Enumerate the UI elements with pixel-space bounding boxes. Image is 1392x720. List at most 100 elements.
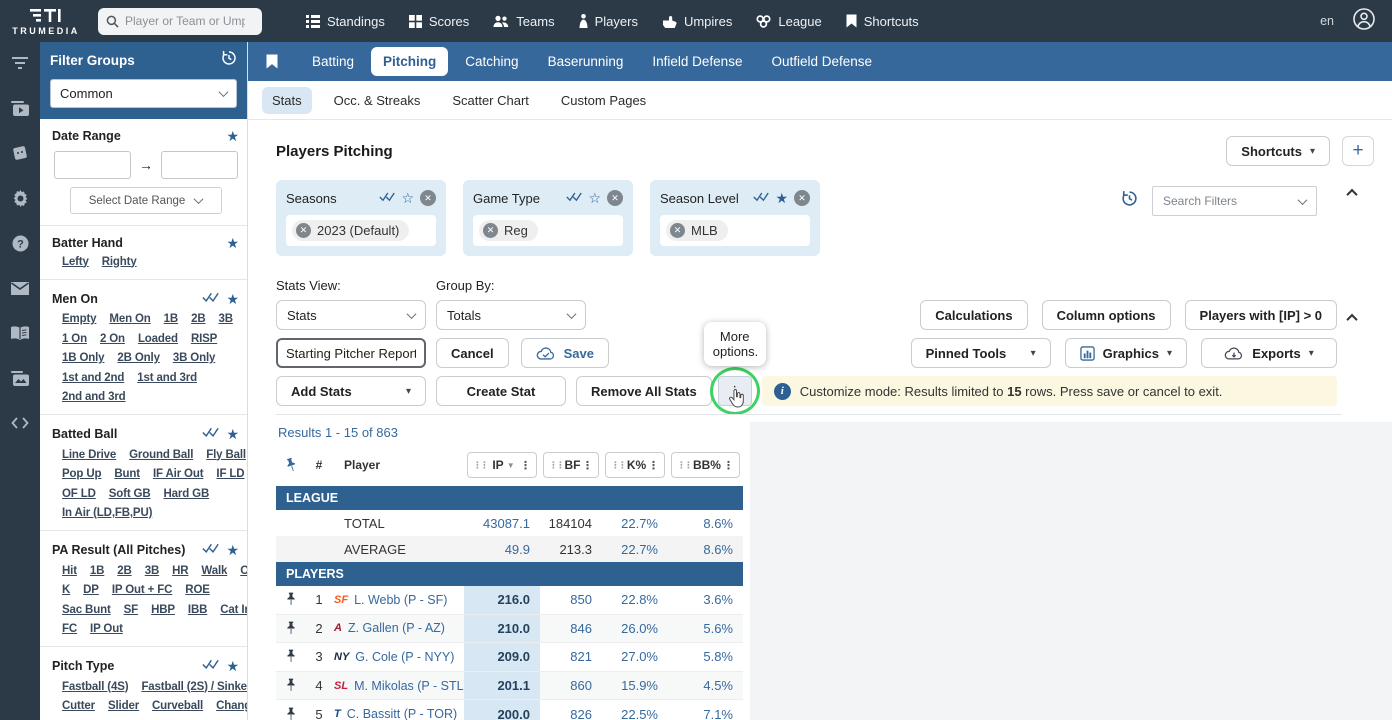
stat-bf[interactable]: 846 xyxy=(570,620,592,636)
mail-icon[interactable] xyxy=(11,279,29,297)
filter-link[interactable]: Loaded xyxy=(137,332,178,345)
nav-players[interactable]: Players xyxy=(579,14,638,29)
history-icon[interactable] xyxy=(221,50,237,71)
filter-link[interactable]: 2B xyxy=(117,564,132,577)
filter-link[interactable]: Hit xyxy=(62,564,77,577)
tab-catching[interactable]: Catching xyxy=(465,54,519,69)
pinned-tools-button[interactable]: Pinned Tools ▾ xyxy=(910,338,1051,368)
stat-bbpct[interactable]: 8.6% xyxy=(703,541,733,557)
stat-ip[interactable]: 200.0 xyxy=(464,700,540,720)
filter-link[interactable]: 3B xyxy=(218,313,233,325)
star-icon[interactable]: ★ xyxy=(226,290,239,307)
remove-all-stats-button[interactable]: Remove All Stats xyxy=(576,376,712,406)
filter-link[interactable]: Hard GB xyxy=(163,487,210,500)
stat-bbpct[interactable]: 8.6% xyxy=(703,515,733,531)
book-icon[interactable] xyxy=(11,324,29,342)
player-link[interactable]: G. Cole (P - NYY) xyxy=(355,649,455,664)
trumedia-logo[interactable]: TRUMEDIA xyxy=(0,0,92,42)
filter-link[interactable]: RISP xyxy=(190,332,218,345)
tab-batting[interactable]: Batting xyxy=(312,54,355,69)
filter-link[interactable]: Ground Ball xyxy=(129,448,194,461)
shortcuts-button[interactable]: Shortcuts ▾ xyxy=(1226,136,1330,166)
code-icon[interactable] xyxy=(11,414,29,432)
stat-bbpct[interactable]: 5.6% xyxy=(703,620,733,636)
column-header-bf[interactable]: ⋮⋮ BF ⋮ xyxy=(543,452,599,478)
filter-link[interactable]: DP xyxy=(83,584,99,596)
filter-link[interactable]: 3B Only xyxy=(172,352,216,364)
filter-link[interactable]: Fastball (4S) xyxy=(62,680,129,693)
double-check-icon[interactable] xyxy=(202,541,220,559)
filter-link[interactable]: IP Out + FC xyxy=(111,584,173,596)
pin-icon[interactable] xyxy=(276,592,306,607)
filter-link[interactable]: HR xyxy=(172,564,189,577)
tab-pitching[interactable]: Pitching xyxy=(371,47,449,76)
bookmark-icon[interactable] xyxy=(266,54,278,69)
filter-link[interactable]: 1 On xyxy=(62,332,87,345)
filter-value-pill[interactable]: ✕ 2023 (Default) xyxy=(292,220,410,241)
stat-kpct[interactable]: 22.5% xyxy=(621,706,658,720)
gear-icon[interactable] xyxy=(11,189,29,207)
filter-link[interactable]: In Air (LD,FB,PU) xyxy=(62,507,153,519)
help-icon[interactable]: ? xyxy=(11,234,29,252)
group-by-select[interactable]: Totals xyxy=(436,300,586,330)
filter-link[interactable]: Out xyxy=(240,563,247,579)
stat-bf[interactable]: 860 xyxy=(570,678,592,694)
filter-link[interactable]: 2B xyxy=(191,313,206,325)
column-menu-icon[interactable]: ⋮ xyxy=(582,459,593,472)
filter-link[interactable]: K xyxy=(62,584,71,596)
filter-link[interactable]: IF LD xyxy=(216,468,245,480)
filter-link[interactable]: 1B xyxy=(163,313,179,325)
star-outline-icon[interactable]: ☆ xyxy=(401,190,414,206)
stat-ip[interactable]: 209.0 xyxy=(464,643,540,671)
pin-column-icon[interactable] xyxy=(276,457,306,473)
filter-link[interactable]: IBB xyxy=(187,603,208,616)
column-menu-icon[interactable]: ⋮ xyxy=(647,459,659,472)
filter-icon[interactable] xyxy=(11,54,29,72)
player-link[interactable]: C. Bassitt (P - TOR) xyxy=(346,707,458,720)
filter-link[interactable]: Fly Ball xyxy=(206,448,246,461)
more-options-button[interactable]: ⋮ xyxy=(717,376,752,406)
drag-handle-icon[interactable]: ⋮⋮ xyxy=(611,459,627,470)
add-stats-button[interactable]: Add Stats ▾ xyxy=(276,376,426,406)
stat-bbpct[interactable]: 4.5% xyxy=(703,678,733,694)
player-link[interactable]: Z. Gallen (P - AZ) xyxy=(347,621,445,636)
stat-kpct[interactable]: 22.7% xyxy=(621,541,658,557)
drag-handle-icon[interactable]: ⋮⋮ xyxy=(473,459,489,470)
stats-view-select[interactable]: Stats xyxy=(276,300,426,330)
double-check-icon[interactable] xyxy=(202,657,220,675)
pin-icon[interactable] xyxy=(276,649,306,664)
filter-link[interactable]: 2 On xyxy=(99,332,125,345)
star-icon[interactable]: ★ xyxy=(226,542,239,558)
filter-link[interactable]: FC xyxy=(62,623,78,635)
stat-bf[interactable]: 826 xyxy=(570,706,592,720)
player-link[interactable]: M. Mikolas (P - STL) xyxy=(354,678,464,693)
subtab-scatter-chart[interactable]: Scatter Chart xyxy=(452,92,529,108)
remove-filter-icon[interactable]: ✕ xyxy=(794,190,810,206)
calculations-button[interactable]: Calculations xyxy=(920,300,1028,330)
exports-button[interactable]: Exports ▾ xyxy=(1201,338,1337,368)
column-menu-icon[interactable]: ⋮ xyxy=(519,459,531,472)
filter-link[interactable]: Slider xyxy=(107,700,140,712)
filter-link[interactable]: Walk xyxy=(201,564,228,577)
drag-handle-icon[interactable]: ⋮⋮ xyxy=(549,459,565,470)
subtab-occ-streaks[interactable]: Occ. & Streaks xyxy=(333,92,421,108)
subtab-stats[interactable]: Stats xyxy=(262,86,312,114)
filter-value-pill[interactable]: ✕ Reg xyxy=(479,220,538,241)
player-link[interactable]: L. Webb (P - SF) xyxy=(354,592,448,607)
search-filters-select[interactable]: Search Filters xyxy=(1152,186,1317,216)
star-icon[interactable]: ★ xyxy=(775,190,788,206)
stat-kpct[interactable]: 22.7% xyxy=(621,515,658,531)
stat-bbpct[interactable]: 5.8% xyxy=(703,649,733,665)
create-stat-button[interactable]: Create Stat xyxy=(436,376,566,406)
filter-link[interactable]: ROE xyxy=(185,584,210,596)
filter-link[interactable]: Curveball xyxy=(152,700,204,712)
filter-link[interactable]: OF LD xyxy=(62,487,96,500)
nav-standings[interactable]: Standings xyxy=(306,14,385,29)
global-search[interactable] xyxy=(98,7,262,35)
filter-link[interactable]: SF xyxy=(123,603,139,616)
filter-link[interactable]: 2B Only xyxy=(117,352,160,364)
video-icon[interactable] xyxy=(11,99,29,117)
double-check-icon[interactable] xyxy=(202,425,220,443)
filter-link[interactable]: Line Drive xyxy=(62,448,117,461)
star-icon[interactable]: ★ xyxy=(226,235,239,251)
